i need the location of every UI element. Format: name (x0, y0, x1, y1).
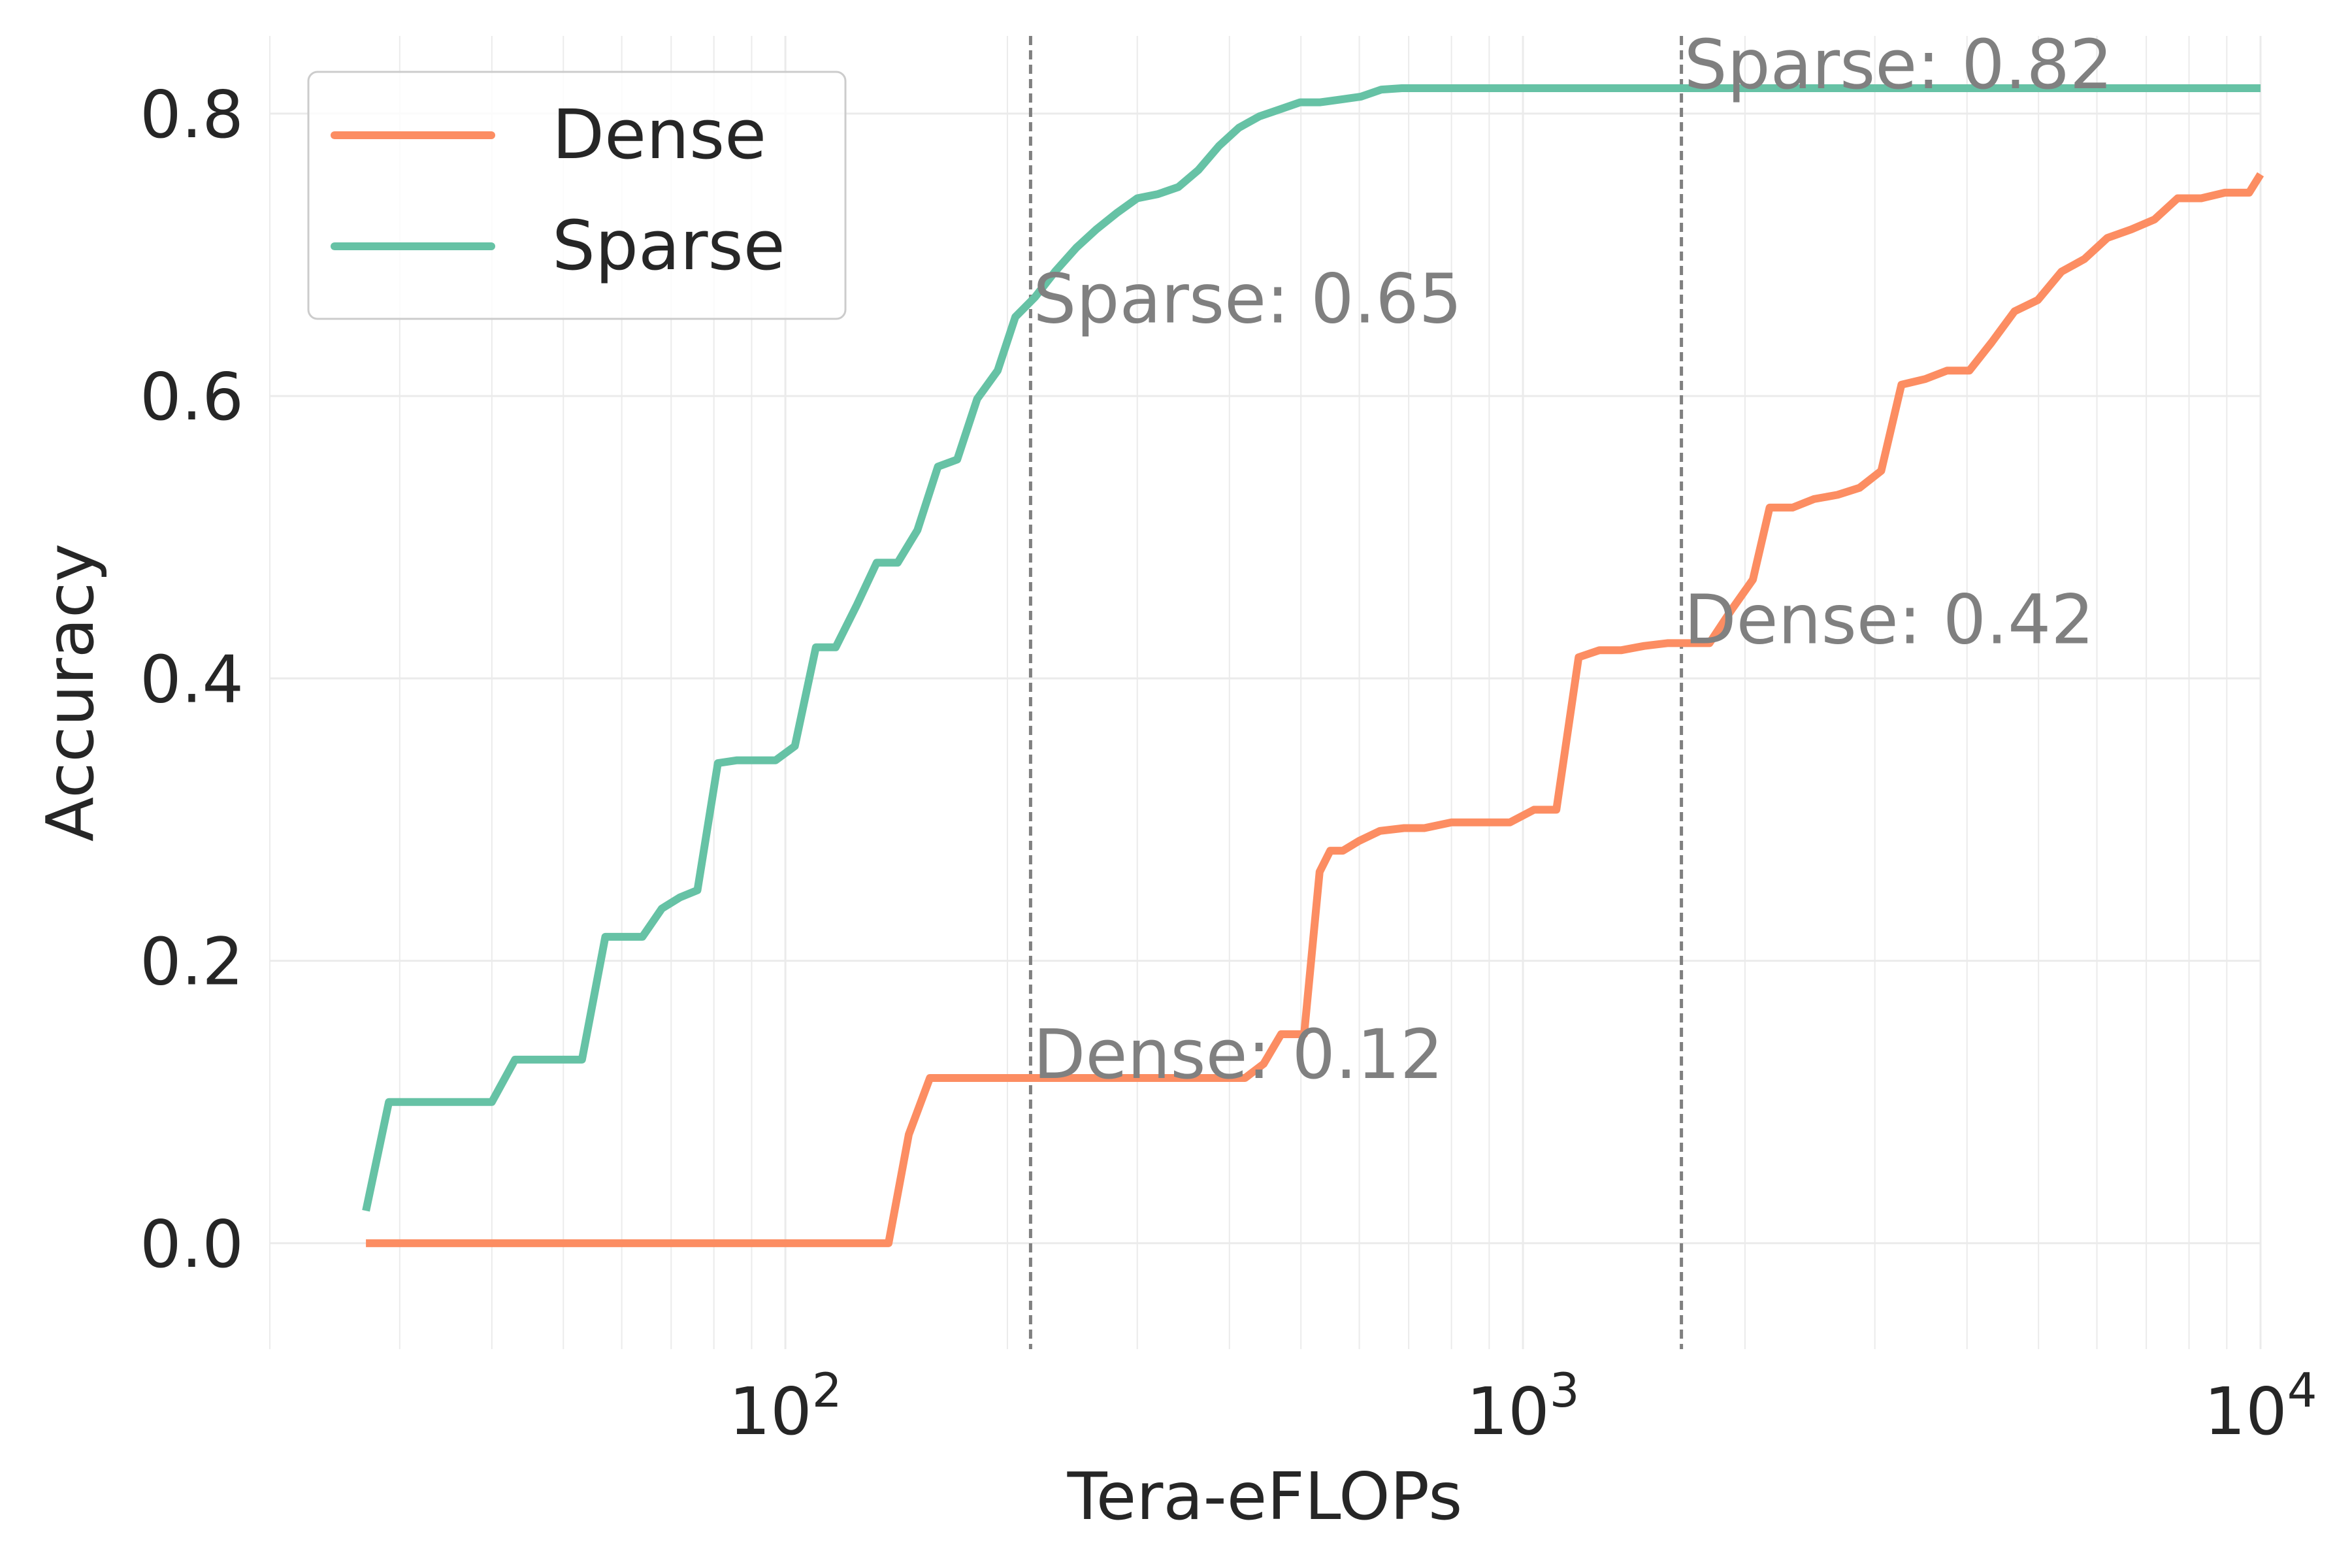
y-axis-title: Accuracy (32, 544, 108, 842)
annotation-label: Sparse: 0.82 (1684, 25, 2113, 105)
x-tick-label: 104 (2204, 1363, 2317, 1450)
series-line-sparse (362, 84, 2261, 1212)
y-tick-label: 0.0 (140, 1206, 244, 1282)
annotation-label: Dense: 0.12 (1033, 1015, 1443, 1094)
y-tick-label: 0.4 (140, 641, 244, 717)
annotations: Sparse: 0.65 Dense: 0.12 Sparse: 0.82 Dense… (1033, 25, 2113, 1094)
tick-labels: 0.0 0.2 0.4 0.6 0.8 102 103 104 (140, 76, 2317, 1450)
legend: Dense Sparse (307, 71, 847, 320)
y-tick-label: 0.8 (140, 76, 244, 153)
x-axis-title: Tera-eFLOPs (1067, 1458, 1463, 1535)
legend-label-sparse: Sparse (552, 206, 785, 286)
y-tick-label: 0.2 (140, 924, 244, 1000)
annotation-label: Sparse: 0.65 (1033, 259, 1462, 339)
series-layer (362, 84, 2264, 1247)
series-line-dense (366, 172, 2264, 1247)
x-tick-label: 102 (729, 1363, 842, 1450)
reference-lines (1028, 36, 1684, 1349)
y-tick-label: 0.6 (140, 359, 244, 435)
annotation-label: Dense: 0.42 (1684, 580, 2095, 659)
x-tick-label: 103 (1467, 1363, 1580, 1450)
legend-label-dense: Dense (552, 95, 766, 174)
